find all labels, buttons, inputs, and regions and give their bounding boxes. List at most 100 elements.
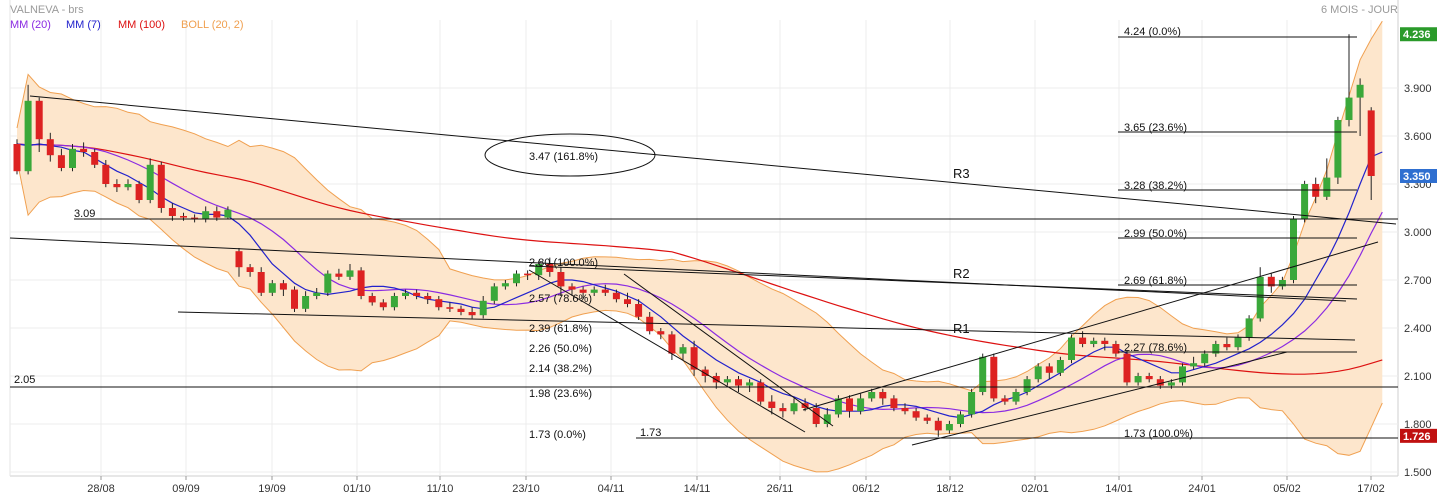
fib-upper-100: 1.73 (100.0%) [1124,428,1193,440]
candle-body [446,307,454,309]
trend-lines [9,36,1398,446]
y-tick-label: 1.500 [1404,467,1432,479]
candle-body [979,356,987,392]
fib-upper-236: 3.65 (23.6%) [1124,122,1187,134]
candle-body [712,376,720,383]
candle-body [135,184,143,200]
candle-body [1056,360,1064,373]
candle-body [1245,318,1253,338]
trend-line [528,265,1358,300]
candle-body [80,148,88,152]
candle-body [202,211,210,220]
candle-body [1156,379,1164,386]
candle-body [945,424,953,431]
candle-body [579,289,587,293]
candle-body [923,417,931,421]
fib-upper-50: 2.99 (50.0%) [1124,228,1187,240]
candle-body [13,144,21,172]
candle-body [257,272,265,293]
candle-body [224,209,232,218]
candle-body [1267,276,1275,287]
candle-body [1334,120,1342,178]
candle-body [46,139,54,156]
candle-body [1278,280,1286,287]
candle-body [168,208,176,216]
candle-body [1045,366,1053,373]
candle-body [424,296,432,300]
candle-body [379,302,387,308]
moving-averages [16,143,1383,419]
x-tick-label: 24/01 [1188,483,1216,495]
candle-body [291,289,298,309]
candle-body [1201,353,1209,364]
candle-body [1179,366,1186,383]
axes: 1.5001.8002.1002.4002.7003.0003.3003.600… [87,27,1437,495]
y-tick-label: 2.400 [1404,323,1432,335]
candle-body [723,379,731,383]
candle-body [102,164,110,184]
y-tick-label: 3.600 [1404,131,1432,143]
candle-body [1123,353,1131,383]
period-label: 6 MOIS - JOUR [1321,4,1398,16]
candle-body [546,264,554,272]
candle-body [768,401,776,408]
candle-body [1167,382,1175,386]
bollinger-band [16,20,1383,473]
price-badge-text: 1.726 [1403,431,1431,443]
candle-body [57,155,65,168]
x-tick-label: 28/08 [87,483,115,495]
candle-body [646,316,654,332]
fib-middle-labels: 2.80 (100.0%) 2.57 (78.6%) 2.39 (61.8%) … [529,257,598,441]
candle-body [479,300,487,316]
candle-body [69,148,76,168]
trend-line [177,311,1356,341]
candle-body [1034,366,1042,380]
bollinger-fill [17,21,1383,472]
candle-body [1090,340,1098,344]
fib-upper-786: 2.27 (78.6%) [1124,342,1187,354]
candle-body [1290,219,1297,280]
x-tick-label: 26/11 [767,483,794,495]
ma20-line [16,143,1383,414]
candle-body [1001,398,1009,402]
candle-body [213,211,221,218]
fib-mid-100: 2.80 (100.0%) [529,257,598,269]
candle-body [823,414,831,424]
trend-line [29,95,1397,225]
fib-upper-0: 4.24 (0.0%) [1124,26,1181,38]
candle-body [779,408,787,412]
legend-mm7: MM (7) [66,19,101,31]
fib-mid-236: 1.98 (23.6%) [529,388,592,400]
candle-body [335,273,343,277]
candle-body [901,408,909,412]
candle-body [390,296,398,308]
candle-body [157,164,165,208]
candle-body [735,379,742,386]
trend-line [528,269,806,433]
candle-body [457,308,465,312]
candle-body [468,312,476,316]
candle-body [812,408,820,424]
fib-upper-labels: 4.24 (0.0%) 3.65 (23.6%) 3.28 (38.2%) 2.… [1124,26,1193,440]
candle-body [413,292,421,296]
candle-body [846,398,853,412]
candle-body [113,184,121,188]
candle-body [1068,337,1075,360]
y-tick-label: 2.100 [1404,371,1432,383]
level-173-label: 1.73 [640,427,661,439]
fib-mid-0: 1.73 (0.0%) [529,429,586,441]
candle-body [557,272,565,287]
candle-body [35,100,43,140]
candle-body [868,392,876,399]
trend-line [802,241,1379,411]
candle-body [324,273,332,293]
candle-body [912,411,920,418]
bollinger-upper [16,20,1383,392]
x-tick-label: 01/10 [343,483,371,495]
resistance-r3-label: R3 [953,166,970,181]
price-badge-bg [1400,27,1437,42]
x-tick-label: 17/02 [1357,483,1385,495]
fib-mid-786: 2.57 (78.6%) [529,293,592,305]
candle-body [690,347,698,370]
candle-body [1134,376,1142,383]
